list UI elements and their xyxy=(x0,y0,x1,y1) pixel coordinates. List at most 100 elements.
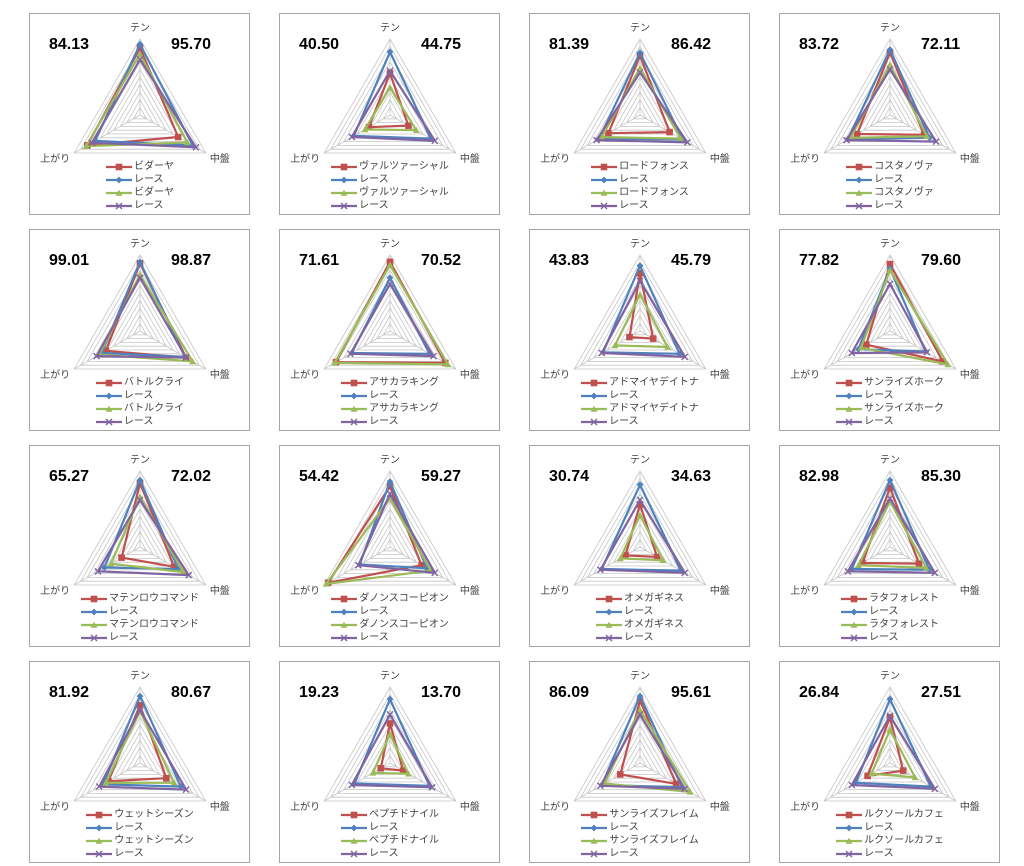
legend-item: ラタフォレスト xyxy=(840,592,939,605)
legend-square-marker-icon xyxy=(581,811,608,818)
legend-item-label: ウェットシーズン xyxy=(114,835,194,846)
diamond-marker-icon xyxy=(600,176,608,183)
triangle-marker-icon xyxy=(590,837,598,844)
square-marker-icon xyxy=(115,163,123,170)
radar-grid-ring xyxy=(876,315,904,339)
diamond-marker-icon xyxy=(95,824,103,831)
radar-series-line xyxy=(363,86,418,132)
legend-item: レース xyxy=(85,847,144,860)
x-marker-icon xyxy=(845,418,853,425)
radar-grid-ring xyxy=(119,739,161,775)
radar-grid-ring xyxy=(573,470,707,586)
legend-item-label: アサカラキング xyxy=(369,403,439,414)
square-marker-icon xyxy=(590,379,598,386)
square-marker-icon xyxy=(405,122,412,129)
x-marker-icon xyxy=(136,706,144,714)
radar-grid-ring xyxy=(86,701,194,794)
x-marker-icon xyxy=(136,56,144,64)
triangle-marker-icon xyxy=(911,774,919,781)
legend-item-label: バトルクライ xyxy=(123,403,185,414)
radar-grid-ring xyxy=(586,269,694,362)
x-marker-icon xyxy=(886,65,894,73)
axis-label-agari: 上がり xyxy=(540,800,570,813)
radar-grid-ring xyxy=(863,83,917,131)
triangle-marker-icon xyxy=(605,621,613,628)
legend-item: レース xyxy=(590,199,649,212)
triangle-marker-icon xyxy=(857,344,865,351)
legend-item: レース xyxy=(835,821,894,834)
left-score-value: 83.72 xyxy=(799,36,840,53)
square-marker-icon xyxy=(174,133,182,141)
triangle-marker-icon xyxy=(361,126,369,133)
x-marker-icon xyxy=(636,277,644,285)
x-marker-icon xyxy=(88,139,96,147)
x-marker-icon xyxy=(848,781,856,789)
square-marker-icon xyxy=(163,774,170,782)
triangle-marker-icon xyxy=(922,564,930,571)
x-marker-icon xyxy=(348,781,356,789)
radar-series-line xyxy=(350,713,434,789)
legend-triangle-marker-icon xyxy=(106,189,132,196)
radar-grid-ring xyxy=(323,686,457,802)
radar-series-line xyxy=(850,714,936,790)
radar-series-line xyxy=(601,264,681,355)
legend-item: ルクソールカフェ xyxy=(835,834,944,847)
radar-grid-ring xyxy=(80,261,200,366)
legend-item-label: レース xyxy=(609,822,639,833)
legend-item-label: レース xyxy=(619,200,649,211)
x-marker-icon xyxy=(590,850,598,857)
legend-item-label: ダノンスコーピオン xyxy=(359,619,449,630)
radar-series-line xyxy=(857,267,927,353)
square-marker-icon xyxy=(350,379,358,386)
radar-grid-ring xyxy=(86,485,194,578)
triangle-marker-icon xyxy=(412,126,420,133)
radar-grid-ring xyxy=(376,315,404,339)
x-marker-icon xyxy=(386,490,394,498)
radar-grid-ring xyxy=(376,99,404,123)
radar-grid-ring xyxy=(586,701,694,794)
legend-item: マテンロウコマンド xyxy=(80,592,199,605)
radar-grid-ring xyxy=(882,106,898,120)
radar-grid-ring xyxy=(382,538,398,552)
x-marker-icon xyxy=(182,354,190,362)
axis-label-chuban: 中盤 xyxy=(960,584,980,597)
square-marker-icon xyxy=(855,163,863,170)
radar-grid-ring xyxy=(836,485,944,578)
square-marker-icon xyxy=(616,771,624,778)
triangle-marker-icon xyxy=(405,770,412,777)
legend-item: レース xyxy=(340,821,399,834)
legend-item: ロードフォンス xyxy=(590,160,689,173)
x-marker-icon xyxy=(136,496,144,504)
radar-grid-ring xyxy=(586,485,694,578)
square-marker-icon xyxy=(590,811,598,818)
square-marker-icon xyxy=(386,720,394,727)
radar-grid-ring xyxy=(363,515,417,563)
diamond-marker-icon xyxy=(590,824,598,831)
chart-legend: アサカラキング レース アサカラキング レース xyxy=(280,376,499,428)
axis-label-agari: 上がり xyxy=(40,800,70,813)
triangle-marker-icon xyxy=(598,133,606,140)
right-score-value: 72.11 xyxy=(921,36,961,53)
triangle-marker-icon xyxy=(350,405,358,412)
legend-item-label: アドマイヤデイトナ xyxy=(609,377,699,388)
radar-chart-cell: 40.50 44.75 テン 中盤 上がり ヴァルツァーシャル レース ヴァルツァーシャ… xyxy=(279,13,500,215)
radar-series-line xyxy=(98,708,188,791)
radar-grid-ring xyxy=(363,731,417,779)
legend-item: レース xyxy=(835,847,894,860)
legend-item: アサカラキング xyxy=(340,402,439,415)
x-marker-icon xyxy=(886,494,894,502)
diamond-marker-icon xyxy=(636,262,644,270)
radar-grid-ring xyxy=(132,322,148,336)
radar-grid-ring xyxy=(336,701,444,794)
legend-diamond-marker-icon xyxy=(331,176,358,183)
radar-series-line xyxy=(850,282,928,355)
radar-series-line xyxy=(101,694,182,788)
radar-grid-ring xyxy=(330,477,450,582)
radar-series-line xyxy=(96,498,190,577)
chart-legend: オメガギネス レース オメガギネス レース xyxy=(530,592,749,644)
legend-x-marker-icon xyxy=(591,202,618,209)
legend-item-label: ヴァルツァーシャル xyxy=(359,187,449,198)
x-marker-icon xyxy=(350,850,358,857)
radar-grid-ring xyxy=(119,307,161,343)
